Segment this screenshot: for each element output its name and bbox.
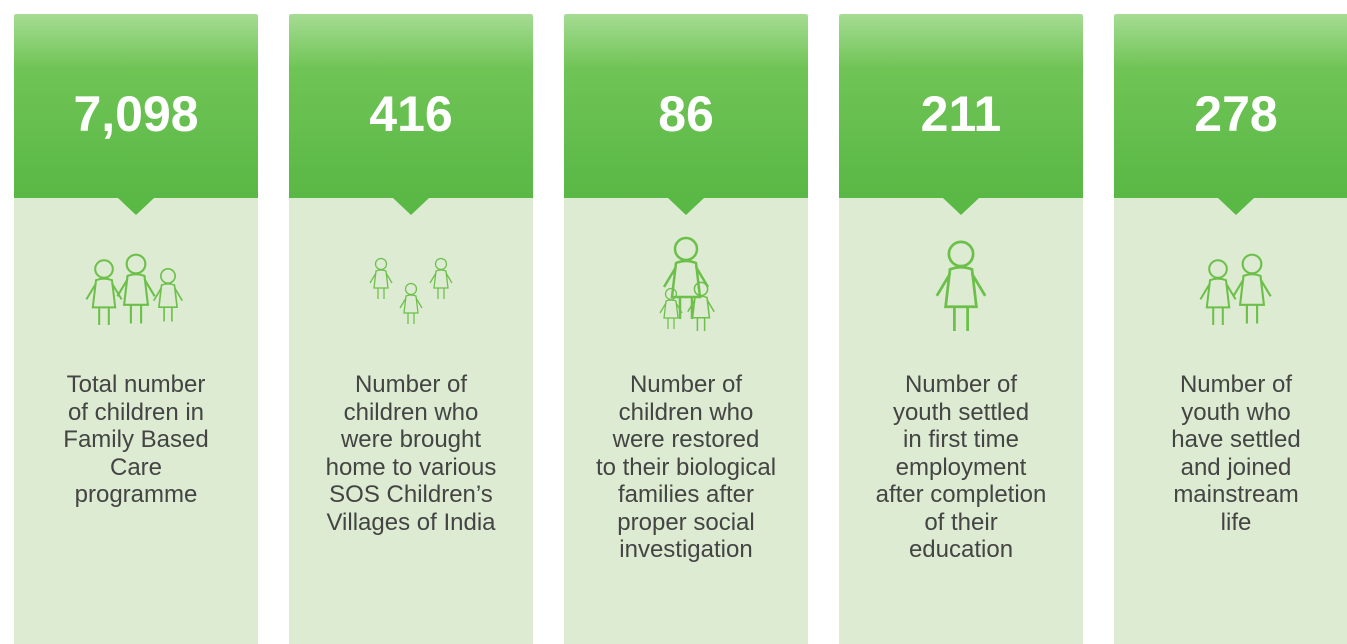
stat-value: 211 <box>839 84 1083 144</box>
description-line: life <box>1114 509 1347 537</box>
stat-value: 416 <box>289 84 533 144</box>
description-line: employment <box>839 454 1083 482</box>
description-line: children who <box>289 399 533 427</box>
description-line: home to various <box>289 454 533 482</box>
description-line: programme <box>14 481 258 509</box>
description-line: in first time <box>839 426 1083 454</box>
description-line: proper social <box>564 509 808 537</box>
description-line: SOS Children’s <box>289 481 533 509</box>
description-line: Total number <box>14 371 258 399</box>
description-line: Family Based <box>14 426 258 454</box>
description-line: families after <box>564 481 808 509</box>
description-line: were restored <box>564 426 808 454</box>
description-line: of children in <box>14 399 258 427</box>
description-line: after completion <box>839 481 1083 509</box>
description-line: Number of <box>1114 371 1347 399</box>
header-pointer <box>668 198 704 215</box>
description-line: to their biological <box>564 454 808 482</box>
description-line: investigation <box>564 536 808 564</box>
description-line: and joined <box>1114 454 1347 482</box>
stat-value: 278 <box>1114 84 1347 144</box>
header-pointer <box>393 198 429 215</box>
description-line: Number of <box>564 371 808 399</box>
description-line: Villages of India <box>289 509 533 537</box>
description-line: education <box>839 536 1083 564</box>
description-line: Number of <box>289 371 533 399</box>
icon <box>1176 234 1296 344</box>
description-line: have settled <box>1114 426 1347 454</box>
stat-value: 7,098 <box>14 84 258 144</box>
description-line: youth settled <box>839 399 1083 427</box>
description-line: Number of <box>839 371 1083 399</box>
description-line: Care <box>14 454 258 482</box>
header-pointer <box>1218 198 1254 215</box>
stat-value: 86 <box>564 84 808 144</box>
header-pointer <box>943 198 979 215</box>
description-line: children who <box>564 399 808 427</box>
icon <box>76 234 196 344</box>
description-line: were brought <box>289 426 533 454</box>
infographic: 7,098 Total numberof children inFamily Ba… <box>0 0 1347 644</box>
header-pointer <box>118 198 154 215</box>
icon <box>351 234 471 344</box>
description-line: of their <box>839 509 1083 537</box>
description-line: youth who <box>1114 399 1347 427</box>
icon <box>626 234 746 344</box>
description-line: mainstream <box>1114 481 1347 509</box>
icon <box>901 234 1021 344</box>
